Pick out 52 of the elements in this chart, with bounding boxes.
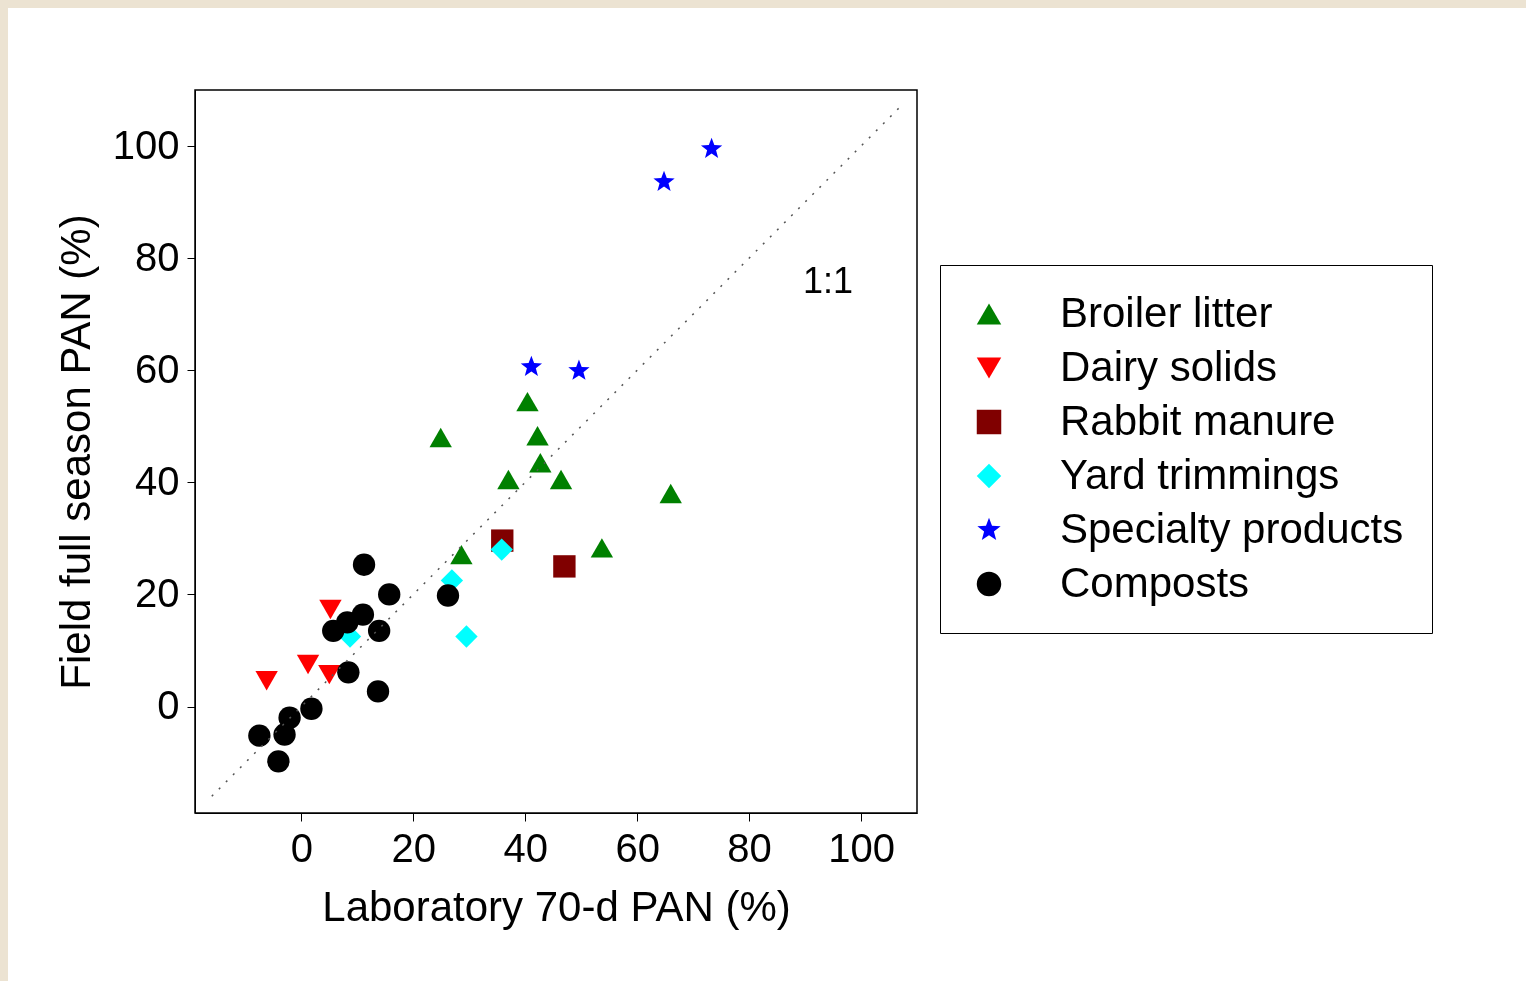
legend-label: Broiler litter [1060,289,1273,336]
legend-label: Specialty products [1060,505,1404,552]
legend-label: Yard trimmings [1060,451,1340,498]
point [300,697,323,720]
x-tick-label: 60 [615,825,660,870]
point [450,544,473,565]
point [526,426,549,446]
point [568,359,590,380]
point [296,654,320,675]
x-tick-label: 100 [828,825,895,870]
y-axis-title: Field full season PAN (%) [51,214,99,690]
point [590,538,614,558]
point [267,750,290,773]
point [366,680,390,703]
point [429,427,452,448]
point [653,170,675,191]
point [337,661,360,684]
point [490,538,513,561]
y-tick-label: 80 [135,234,180,279]
legend-label: Composts [1060,559,1250,606]
x-tick-label: 0 [290,825,313,870]
point [352,553,376,576]
point [497,469,520,490]
x-axis-title: Laboratory 70-d PAN (%) [322,882,791,930]
point [322,619,345,643]
point [455,625,478,648]
x-tick-label: 40 [503,825,548,870]
point [319,599,342,620]
point [520,355,543,376]
point [700,137,723,158]
legend-label: Dairy solids [1060,343,1278,390]
point [248,724,271,747]
annotation: 1:1 [802,260,854,301]
y-tick-label: 40 [135,458,180,503]
point [516,391,539,412]
point [255,671,278,691]
y-tick-label: 0 [157,683,180,728]
point [436,584,460,607]
point [659,483,682,504]
x-tick-label: 80 [727,825,772,870]
point [367,619,391,643]
x-tick-label: 20 [391,825,437,870]
point [318,664,341,685]
point [529,453,552,473]
y-tick-label: 100 [112,122,180,167]
y-tick-label: 20 [135,570,180,615]
point [378,583,401,606]
point [273,723,296,746]
legend-label: Rabbit manure [1060,397,1336,444]
point [549,469,573,490]
point [553,555,576,578]
y-tick-label: 60 [135,346,180,391]
